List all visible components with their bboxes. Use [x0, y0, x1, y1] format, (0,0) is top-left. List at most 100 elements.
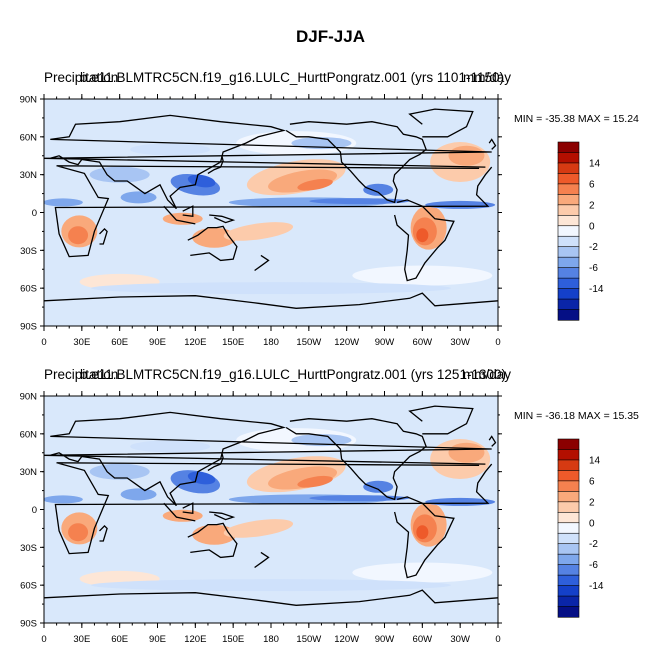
colorbar-swatch: [557, 585, 580, 597]
lon-label: 60E: [111, 337, 128, 348]
lon-label: 120E: [184, 337, 206, 348]
lon-label: 90E: [149, 634, 166, 645]
colorbar-swatch: [557, 214, 580, 227]
lat-label: 30N: [20, 467, 38, 478]
lon-label: 30E: [73, 337, 90, 348]
coastline: [285, 121, 427, 204]
field-positive: [192, 227, 237, 248]
lat-label: 90N: [20, 95, 38, 106]
field-negative: [44, 495, 83, 504]
lon-label: 60W: [413, 337, 433, 348]
map-panel-1: Precipitation b.e11.BLMTRC5CN.f19_g16.LU…: [0, 70, 661, 360]
field-negative: [187, 174, 216, 188]
colorbar-swatch: [557, 309, 580, 321]
field-positive: [448, 145, 485, 166]
lat-label: 90N: [20, 392, 38, 403]
field-positive: [223, 222, 294, 241]
lat-label: 0: [32, 208, 37, 219]
coastline: [207, 452, 224, 471]
colorbar-swatch: [557, 267, 580, 279]
coastline: [182, 502, 194, 515]
colorbar-swatch: [557, 543, 580, 555]
colorbar-label: 0: [589, 221, 595, 232]
panel-min-max: MIN = -35.38 MAX = 15.24: [514, 113, 639, 125]
field-negative: [120, 191, 157, 204]
colorbar-label: -14: [589, 581, 604, 592]
lon-label: 120E: [184, 634, 206, 645]
colorbar-label: 0: [589, 518, 595, 529]
lon-label: 180: [263, 337, 279, 348]
lon-label: 150E: [222, 337, 244, 348]
field-positive: [297, 475, 333, 488]
colorbar-swatch: [557, 574, 580, 587]
field-negative: [89, 463, 150, 480]
colorbar-label: -14: [589, 284, 604, 295]
field-positive: [192, 524, 237, 545]
lon-label: 30E: [73, 634, 90, 645]
colorbar-swatch: [557, 194, 580, 206]
coastline: [209, 214, 236, 224]
colorbar-swatch: [557, 162, 580, 175]
colorbar-swatch: [557, 256, 580, 269]
lat-label: 30N: [20, 170, 38, 181]
coastline: [44, 292, 498, 309]
colorbar-swatch: [557, 152, 580, 164]
coastline: [408, 405, 474, 435]
lon-label: 0: [495, 337, 500, 348]
field-negative: [309, 495, 410, 502]
field-negative: [120, 488, 157, 501]
panel-min-max: MIN = -36.18 MAX = 15.35: [514, 410, 639, 422]
coastline: [163, 502, 196, 522]
field-negative: [363, 480, 394, 493]
colorbar-swatch: [557, 459, 580, 472]
coastline: [99, 227, 108, 245]
colorbar-label: 6: [589, 179, 595, 190]
colorbar-swatch: [557, 564, 580, 576]
lon-label: 30W: [450, 634, 470, 645]
field-neutral: [352, 562, 493, 583]
lat-label: 90S: [20, 322, 37, 333]
lon-label: 0: [41, 337, 46, 348]
coastline: [254, 551, 270, 569]
colorbar-label: 2: [589, 497, 595, 508]
colorbar-label: -6: [589, 263, 598, 274]
coastline: [44, 411, 492, 507]
field-negative: [130, 440, 211, 453]
field-positive: [223, 519, 294, 538]
lon-label: 30W: [450, 337, 470, 348]
colorbar-swatch: [557, 491, 580, 503]
lon-label: 120W: [334, 634, 359, 645]
coastline: [408, 108, 474, 138]
colorbar-label: 14: [589, 158, 601, 169]
panel-case-title: b.e11.BLMTRC5CN.f19_g16.LULC_HurttPongra…: [80, 367, 506, 382]
colorbar-label: -2: [589, 539, 598, 550]
lon-label: 150E: [222, 634, 244, 645]
coastline: [163, 205, 196, 225]
colorbar-swatch: [557, 501, 580, 513]
colorbar-label: 14: [589, 455, 601, 466]
lon-label: 120W: [334, 337, 359, 348]
coastline: [488, 138, 497, 150]
colorbar-swatch: [557, 183, 580, 195]
field-positive: [68, 523, 89, 542]
field-neutral: [352, 265, 493, 286]
colorbar-swatch: [557, 522, 580, 534]
map-field: [44, 99, 498, 326]
colorbar-swatch: [557, 246, 580, 258]
panel-units: mm/day: [462, 367, 511, 382]
coastline: [44, 589, 498, 606]
coastline: [54, 165, 493, 258]
colorbar-label: -2: [589, 242, 598, 253]
lon-label: 90E: [149, 337, 166, 348]
coastline: [207, 155, 224, 174]
coastline: [187, 522, 238, 559]
colorbar-swatch: [557, 141, 580, 154]
map-svg: 90N 60N 30N 0 30S 60S 90S 0 30E 60E 90E 120E 150E 180…: [20, 391, 604, 645]
colorbar-swatch: [557, 235, 580, 248]
coastline: [182, 205, 194, 218]
field-positive: [162, 212, 203, 225]
colorbar-swatch: [557, 511, 580, 524]
field-negative: [363, 183, 394, 196]
lon-label: 0: [41, 634, 46, 645]
coastline: [99, 524, 108, 542]
